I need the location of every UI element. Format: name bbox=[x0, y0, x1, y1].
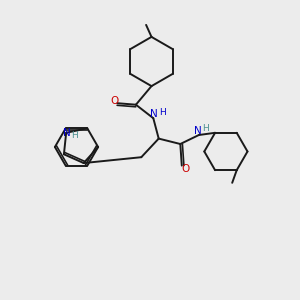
Text: N: N bbox=[150, 109, 158, 119]
Text: H: H bbox=[71, 131, 78, 140]
Text: O: O bbox=[110, 96, 118, 106]
Text: O: O bbox=[181, 164, 190, 174]
Text: N: N bbox=[63, 128, 70, 138]
Text: H: H bbox=[159, 108, 166, 117]
Text: H: H bbox=[202, 124, 209, 133]
Text: N: N bbox=[194, 125, 201, 136]
